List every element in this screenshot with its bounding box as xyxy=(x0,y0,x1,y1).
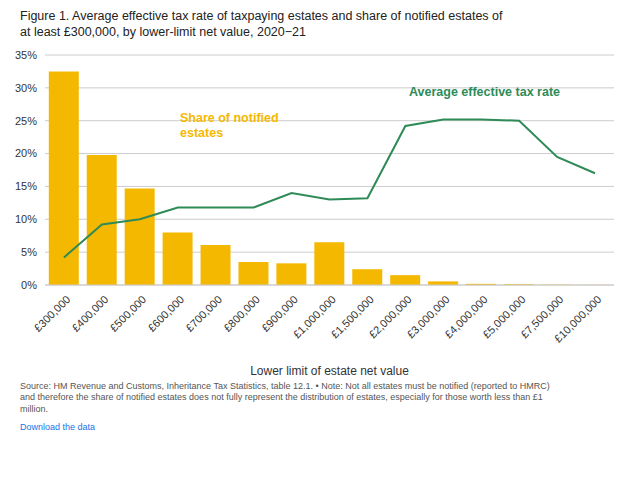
svg-text:£400,000: £400,000 xyxy=(69,293,110,334)
svg-text:Lower limit of estate net valu: Lower limit of estate net value xyxy=(250,364,409,375)
svg-text:25%: 25% xyxy=(15,114,37,126)
svg-text:£3,000,000: £3,000,000 xyxy=(404,292,452,340)
svg-text:£5,000,000: £5,000,000 xyxy=(480,292,528,340)
html-text:Figure 1. Average effective ta: Figure 1. Average effective tax rate of … xyxy=(20,9,503,40)
html-text:Share of notified estates: Share of notified estates xyxy=(180,110,279,140)
html-text:Source: HM Revenue and Customs: Source: HM Revenue and Customs, Inherita… xyxy=(20,380,550,414)
svg-text:£2,000,000: £2,000,000 xyxy=(366,292,414,340)
svg-text:30%: 30% xyxy=(15,81,37,93)
svg-text:35%: 35% xyxy=(15,48,37,60)
svg-text:£300,000: £300,000 xyxy=(32,293,73,334)
svg-text:20%: 20% xyxy=(15,147,37,159)
svg-text:£10,000,000: £10,000,000 xyxy=(552,293,604,345)
svg-text:£1,500,000: £1,500,000 xyxy=(328,292,376,340)
svg-text:15%: 15% xyxy=(15,180,37,192)
svg-text:£500,000: £500,000 xyxy=(107,293,148,334)
html-text:Download the data: Download the data xyxy=(20,421,96,432)
svg-text:£4,000,000: £4,000,000 xyxy=(442,292,490,340)
svg-text:5%: 5% xyxy=(21,246,37,258)
svg-text:0%: 0% xyxy=(21,278,37,290)
svg-text:£800,000: £800,000 xyxy=(221,293,262,334)
svg-text:10%: 10% xyxy=(15,213,37,225)
svg-text:£600,000: £600,000 xyxy=(145,293,186,334)
svg-text:£700,000: £700,000 xyxy=(183,293,224,334)
svg-text:£7,500,000: £7,500,000 xyxy=(518,292,566,340)
html-text:Average effective tax rate: Average effective tax rate xyxy=(409,84,560,99)
svg-text:£900,000: £900,000 xyxy=(259,292,301,334)
svg-text:£1,000,000: £1,000,000 xyxy=(290,292,338,340)
